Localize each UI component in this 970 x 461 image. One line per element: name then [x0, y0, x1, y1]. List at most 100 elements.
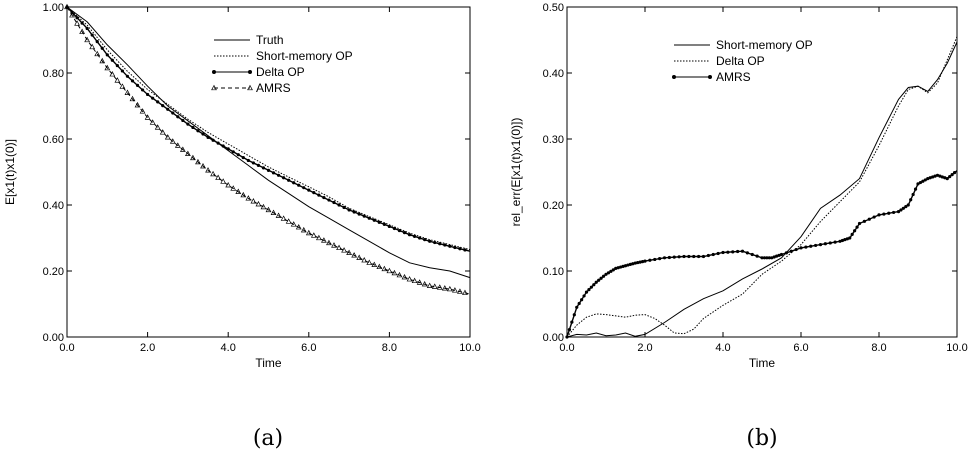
legend-marker	[708, 75, 712, 79]
data-point	[205, 167, 211, 173]
data-point	[256, 163, 261, 167]
data-point	[240, 191, 247, 198]
data-point	[352, 210, 356, 214]
data-point	[270, 209, 277, 215]
legend-marker	[248, 70, 252, 74]
data-point	[794, 247, 798, 252]
data-point	[140, 88, 145, 92]
data-point	[221, 144, 225, 148]
y-tick-label: 0.40	[543, 68, 564, 80]
data-point	[276, 173, 281, 177]
data-point	[341, 247, 347, 253]
data-point	[609, 269, 613, 273]
data-point	[804, 245, 808, 249]
data-point	[606, 271, 611, 275]
data-point	[392, 226, 397, 231]
data-point	[845, 237, 849, 241]
data-point	[225, 181, 232, 188]
data-point	[948, 175, 952, 179]
data-point	[317, 193, 321, 197]
data-point	[376, 263, 383, 270]
data-point	[777, 253, 781, 257]
data-point	[940, 175, 944, 179]
data-point	[69, 12, 75, 18]
data-point	[604, 272, 608, 276]
data-point	[901, 206, 905, 210]
data-point	[396, 271, 403, 278]
data-point	[731, 250, 735, 254]
data-point	[336, 244, 342, 251]
data-point	[589, 285, 593, 289]
data-point	[867, 217, 871, 221]
data-point	[346, 249, 352, 255]
data-point	[626, 263, 630, 267]
data-point	[362, 214, 366, 218]
chart-a: 0.0 2.0 4.0 6.0 8.0 10.0 0.00 0.20 0.40 0.60 0.80 1…	[3, 2, 481, 451]
data-point	[952, 171, 957, 175]
data-point	[448, 244, 452, 248]
data-point	[755, 254, 759, 258]
data-point	[577, 301, 581, 306]
data-point	[658, 257, 662, 261]
data-point	[601, 274, 606, 278]
y-tick-label: 0.60	[43, 134, 64, 146]
data-point	[453, 245, 457, 250]
data-point	[943, 176, 947, 180]
data-point	[79, 28, 85, 34]
data-point	[236, 153, 240, 157]
x-tick-label: 2.0	[637, 342, 652, 354]
data-point	[572, 313, 576, 317]
data-point	[463, 248, 467, 252]
data-point	[315, 234, 322, 241]
data-point	[201, 132, 205, 136]
data-point	[706, 253, 710, 258]
data-point	[614, 266, 618, 270]
data-point	[789, 249, 793, 253]
data-point	[799, 246, 803, 250]
data-point	[760, 256, 764, 260]
data-point	[633, 261, 637, 265]
data-point	[94, 50, 101, 57]
data-point	[575, 305, 579, 309]
data-point	[833, 240, 837, 244]
data-point	[164, 134, 171, 140]
data-point	[594, 280, 598, 284]
data-point	[372, 218, 376, 222]
data-point	[772, 255, 776, 259]
data-point	[406, 276, 413, 282]
data-point	[159, 129, 166, 135]
data-point	[653, 257, 657, 262]
data-point	[857, 221, 862, 226]
data-point	[220, 178, 227, 184]
data-point	[599, 276, 603, 280]
data-point	[818, 243, 823, 247]
data-point	[261, 166, 266, 170]
data-point	[120, 69, 125, 73]
x-tick-label: 4.0	[221, 342, 236, 354]
data-point	[767, 256, 771, 260]
data-point	[196, 129, 200, 133]
data-point	[631, 262, 635, 266]
y-tick-label: 0.40	[43, 200, 64, 212]
data-point	[938, 174, 942, 178]
series-line-0	[66, 6, 471, 279]
x-tick-label: 4.0	[715, 342, 730, 354]
data-point	[855, 225, 859, 229]
data-point	[421, 280, 428, 287]
data-point	[89, 43, 96, 50]
data-point	[848, 236, 852, 240]
data-point	[84, 36, 91, 43]
data-point	[179, 146, 186, 152]
data-point	[597, 278, 601, 282]
data-point	[100, 46, 104, 50]
data-point	[99, 57, 106, 64]
data-point	[433, 240, 437, 245]
x-tick-label: 0.0	[559, 342, 574, 354]
data-point	[105, 53, 109, 57]
x-tick-label: 6.0	[301, 342, 316, 354]
data-point	[672, 255, 676, 259]
data-point	[235, 188, 242, 194]
x-axis-label: Time	[255, 356, 282, 370]
y-axis-label: E[x1(t)x1(0)]	[3, 139, 17, 205]
data-point	[899, 208, 903, 212]
